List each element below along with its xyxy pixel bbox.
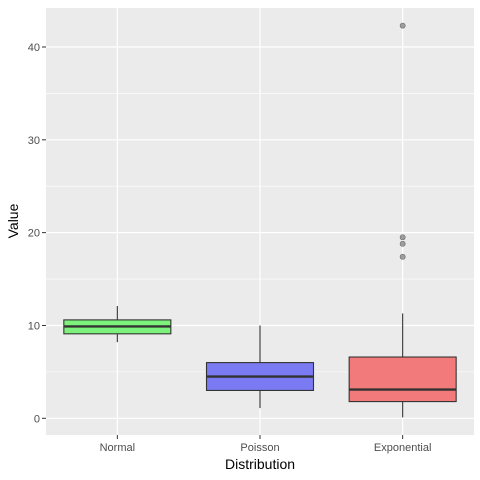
x-axis: Normal Poisson Exponential [100, 435, 432, 454]
y-axis: 0 10 20 30 40 [28, 42, 46, 425]
outlier-point [399, 240, 406, 247]
y-tick-label: 0 [34, 413, 40, 425]
y-tick-label: 40 [28, 42, 40, 54]
y-tick-label: 30 [28, 135, 40, 147]
x-tick-label: Exponential [374, 442, 432, 454]
y-axis-title: Value [5, 203, 21, 238]
outlier-point [399, 253, 406, 260]
outlier-point [399, 234, 406, 241]
x-tick-label: Normal [100, 442, 135, 454]
outlier-point [399, 22, 406, 29]
box-poisson [205, 325, 315, 409]
box-body [348, 356, 457, 403]
x-axis-title: Distribution [225, 456, 295, 472]
box-normal [63, 305, 172, 343]
x-tick-label: Poisson [240, 442, 279, 454]
box-exponential [348, 22, 457, 418]
y-tick-label: 20 [28, 228, 40, 240]
y-tick-label: 10 [28, 320, 40, 332]
box-series [63, 22, 457, 418]
